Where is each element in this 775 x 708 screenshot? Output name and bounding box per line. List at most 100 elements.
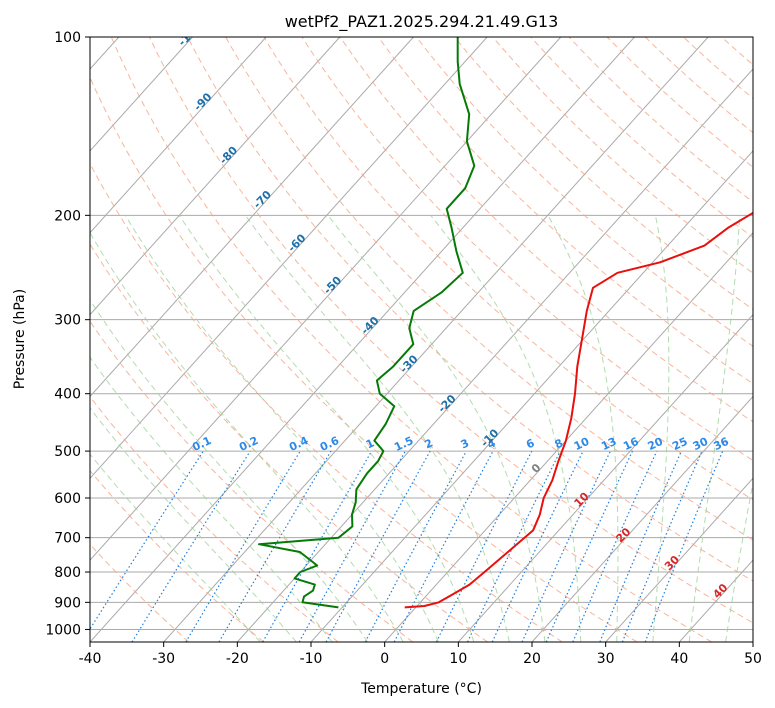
mixing-ratio-line: [262, 450, 373, 642]
dry-adiabat: [377, 37, 753, 385]
y-tick-label: 500: [54, 444, 81, 460]
dry-adiabat-label: -70: [251, 188, 274, 211]
isotherm--10: [310, 150, 753, 642]
moist-adiabat-label: 20: [613, 525, 633, 545]
mixing-ratio-label: 1: [364, 436, 376, 451]
mixing-ratio-label: 16: [621, 435, 641, 453]
x-tick-label: 20: [523, 651, 541, 667]
dewpoint-trace: [258, 37, 476, 609]
dry-adiabat: [90, 543, 190, 642]
dry-adiabat: [90, 395, 339, 642]
mixing-ratio-line: [90, 450, 204, 631]
y-tick-label: 700: [54, 531, 81, 547]
dry-adiabat: [187, 37, 753, 582]
dry-adiabat: [644, 37, 753, 134]
dry-adiabat: [606, 37, 753, 168]
mixing-ratio-line: [185, 450, 301, 642]
dry-adiabat: [90, 243, 488, 642]
moist-adiabat: [178, 215, 475, 642]
isotherm-20: [531, 395, 753, 642]
moist-adiabat: [90, 231, 404, 642]
mixing-ratio-label: 20: [646, 435, 666, 453]
mixing-ratio-line: [491, 450, 584, 642]
moist-adiabat: [725, 480, 753, 642]
mixing-ratio-line: [644, 450, 724, 642]
mixing-ratio-label: 6: [524, 436, 537, 451]
mixing-ratio-line: [621, 450, 703, 642]
axes: -40 -30 -20 -10 0 10 20 30 40 50 100 200 300 400 500 60…: [45, 30, 762, 667]
dry-adiabat: [530, 37, 753, 239]
dry-adiabat: [225, 37, 753, 541]
moist-adiabat-label: 10: [572, 490, 592, 510]
dry-adiabat: [90, 470, 264, 642]
isotherm-50: [752, 641, 753, 642]
y-tick-label: 800: [54, 565, 81, 581]
mixing-ratio-label: 3: [459, 436, 471, 451]
dry-adiabat-label: -20: [435, 392, 458, 415]
mixing-ratio-label: 13: [599, 435, 618, 453]
x-axis-label: Temperature (°C): [360, 681, 482, 697]
moist-adiabat: [547, 215, 619, 642]
moist-adiabat: [652, 215, 670, 642]
temperature-trace: [404, 211, 753, 609]
y-tick-label: 600: [54, 491, 81, 507]
x-tick-label: -10: [300, 651, 323, 667]
y-tick-label: 200: [54, 208, 81, 224]
isotherm-0: [384, 231, 753, 642]
chart-title: wetPf2_PAZ1.2025.294.21.49.G13: [285, 12, 559, 32]
x-tick-label: -40: [79, 651, 102, 667]
isotherm--60: [90, 37, 488, 480]
mixing-ratio-label: 10: [572, 435, 592, 453]
mixing-ratio-line: [599, 450, 682, 642]
mixing-ratio-label: 25: [670, 435, 689, 453]
dry-adiabat: [492, 37, 753, 274]
isotherm--20: [236, 68, 753, 642]
mixing-ratio-line: [521, 450, 611, 642]
isotherm-40: [678, 559, 753, 642]
dry-adiabat-label: -10: [478, 426, 501, 449]
dry-adiabat: [721, 37, 753, 66]
dry-adiabat-label: -30: [397, 352, 420, 375]
moist-adiabat: [90, 453, 261, 642]
moist-adiabat: [688, 215, 741, 642]
mixing-ratio-label: 36: [712, 435, 732, 453]
x-tick-label: 10: [449, 651, 467, 667]
moist-adiabat: [327, 214, 546, 642]
y-axis-label: Pressure (hPa): [12, 289, 28, 389]
dry-adiabat: [90, 162, 563, 642]
isotherm-30: [605, 477, 753, 642]
dry-adiabat: [110, 37, 712, 642]
y-tick-label: 100: [54, 30, 81, 46]
x-tick-label: 40: [670, 651, 688, 667]
mixing-ratio-line: [545, 450, 634, 642]
isotherm--50: [90, 37, 562, 561]
plot-frame: [89, 36, 754, 643]
dry-adiabat: [90, 320, 414, 642]
dry-adiabat: [263, 37, 753, 501]
moist-adiabat: [430, 214, 582, 642]
mixing-ratio-label: 30: [691, 435, 711, 453]
dry-adiabat: [683, 37, 753, 100]
y-tick-label: 900: [54, 595, 81, 611]
x-tick-label: -30: [152, 651, 175, 667]
x-tick-label: 30: [597, 651, 615, 667]
y-tick-label: 400: [54, 387, 81, 403]
moist-adiabat: [90, 299, 369, 642]
isotherm--100: [90, 37, 193, 152]
dry-adiabat-label: -80: [217, 144, 240, 167]
moist-adiabat: [244, 215, 510, 642]
dry-adiabat-label: -90: [191, 90, 214, 113]
isotherm-10: [457, 313, 753, 642]
y-tick-label: 300: [54, 313, 81, 329]
dry-adiabat: [416, 37, 753, 347]
moist-adiabat: [90, 407, 297, 642]
dry-adiabat: [454, 37, 753, 311]
mixing-ratio-line: [218, 450, 332, 642]
dry-adiabat: [339, 37, 753, 423]
mixing-ratio-line: [298, 450, 406, 642]
dry-adiabat: [90, 76, 638, 642]
isotherm--30: [163, 37, 709, 642]
mixing-ratio-line: [466, 450, 561, 642]
dry-adiabat-label: -40: [358, 314, 381, 337]
